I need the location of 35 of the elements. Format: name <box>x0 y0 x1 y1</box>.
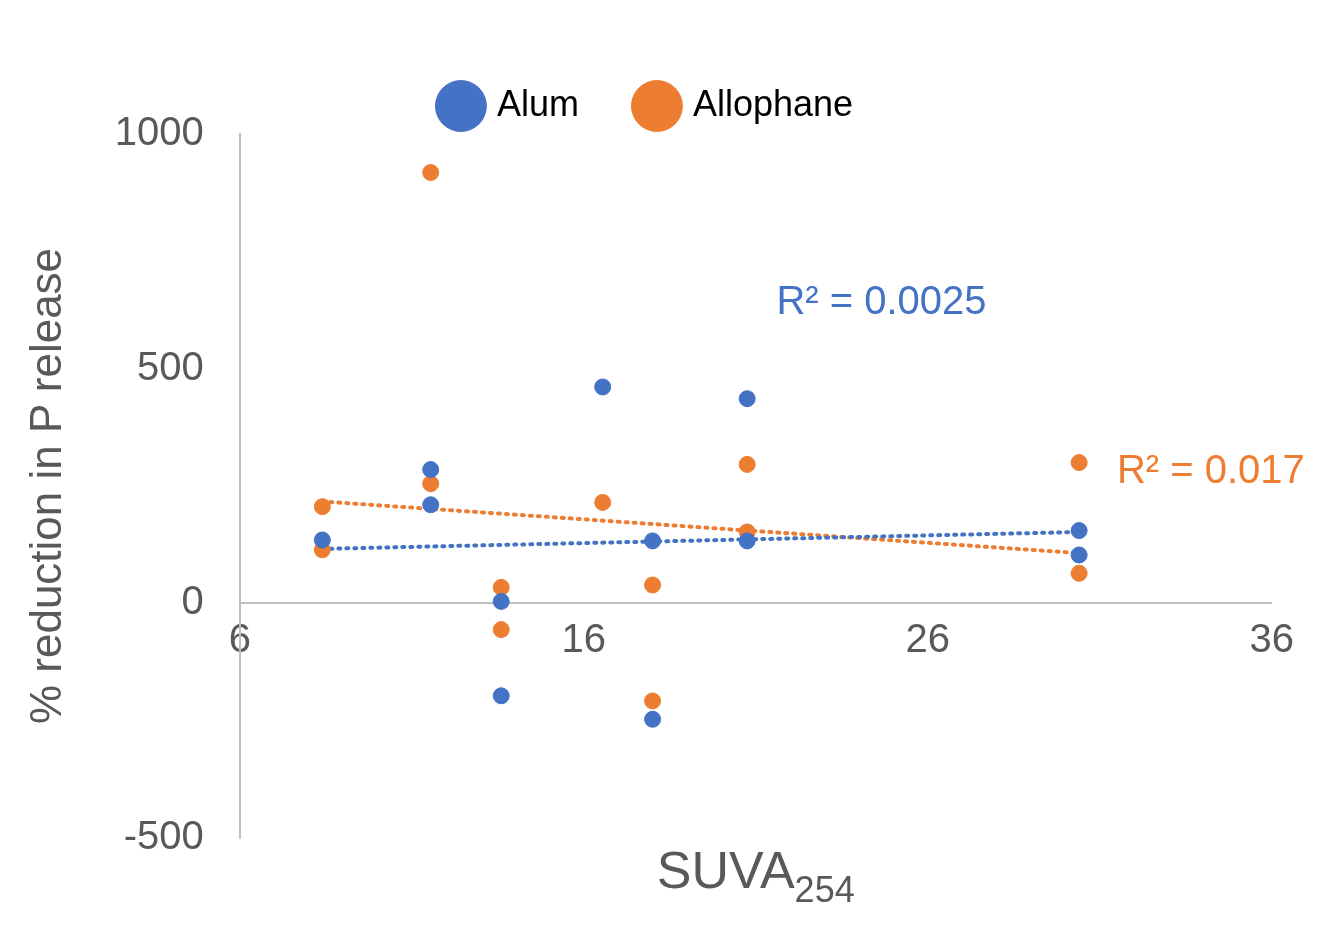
x-tick-label: 16 <box>561 616 607 661</box>
point <box>738 455 756 473</box>
point <box>594 493 612 511</box>
point <box>492 578 510 596</box>
point <box>492 592 510 610</box>
y-tick-label: -500 <box>123 813 204 858</box>
point <box>644 710 662 728</box>
point <box>738 390 756 408</box>
point <box>644 692 662 710</box>
point <box>1070 522 1088 540</box>
point <box>1070 564 1088 582</box>
point <box>422 475 440 493</box>
point <box>644 576 662 594</box>
x-tick-label: 26 <box>905 616 951 661</box>
legend-label: Alum <box>496 82 579 124</box>
point <box>492 687 510 705</box>
point <box>313 498 331 516</box>
point <box>738 532 756 550</box>
legend-label: Allophane <box>692 82 854 124</box>
y-tick-label: 1000 <box>114 109 204 154</box>
point <box>1070 546 1088 564</box>
point <box>422 496 440 514</box>
point <box>644 532 662 550</box>
point <box>313 531 331 549</box>
annotation: R² = 0.017 <box>1116 446 1305 491</box>
point <box>594 378 612 396</box>
y-tick-label: 500 <box>137 343 204 388</box>
y-tick-label: 0 <box>181 578 204 623</box>
x-tick-label: 36 <box>1249 616 1294 661</box>
annotation: R² = 0.0025 <box>776 277 987 322</box>
point <box>422 163 440 181</box>
point <box>1070 454 1088 472</box>
point <box>422 461 440 479</box>
point <box>492 621 510 639</box>
y-axis-title: % reduction in P release <box>20 247 70 725</box>
